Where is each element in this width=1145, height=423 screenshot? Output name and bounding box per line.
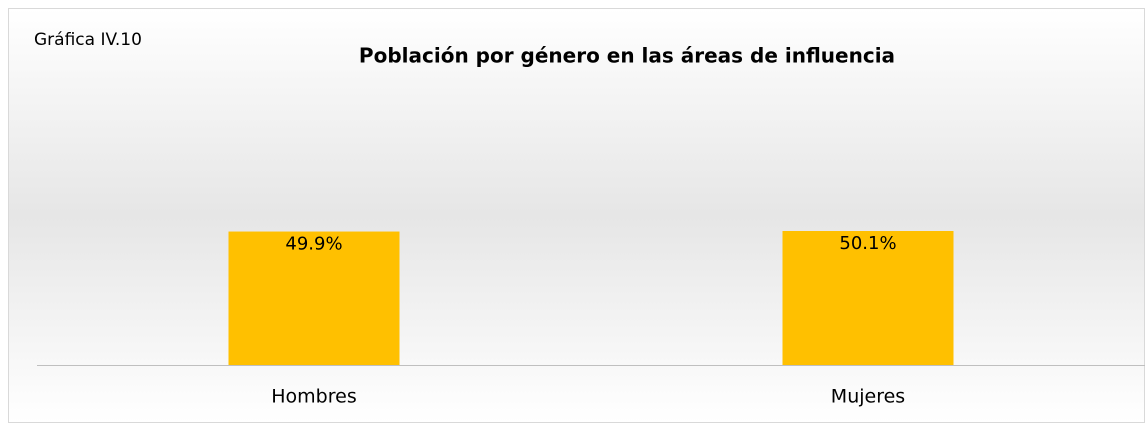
chart-title: Población por género en las áreas de inf… <box>359 44 895 68</box>
chart-label: Gráfica IV.10 <box>34 30 142 50</box>
x-tick-label: Hombres <box>271 386 356 408</box>
chart-frame <box>8 8 1145 423</box>
x-tick-label: Mujeres <box>831 386 905 408</box>
bar <box>228 231 400 365</box>
value-label: 50.1% <box>839 233 896 254</box>
value-label: 49.9% <box>285 234 342 255</box>
bar <box>782 231 954 365</box>
